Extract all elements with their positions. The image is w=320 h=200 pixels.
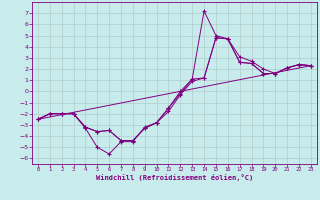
- X-axis label: Windchill (Refroidissement éolien,°C): Windchill (Refroidissement éolien,°C): [96, 174, 253, 181]
